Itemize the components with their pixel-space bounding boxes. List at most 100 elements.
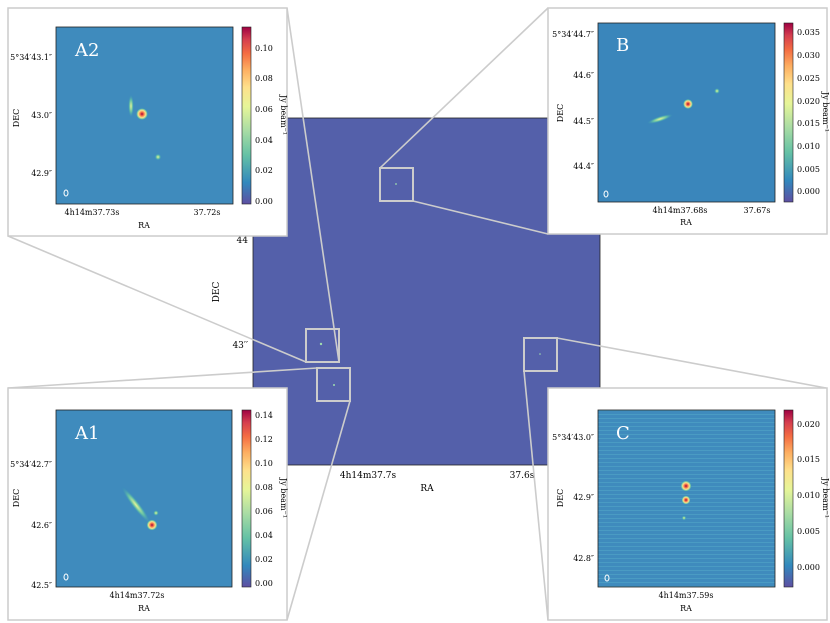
panel-a2-cbtick-4: 0.04: [255, 136, 273, 145]
panel-a2-ytick-1: 5°34′43.1″: [10, 53, 52, 62]
panel-c-xtick-1: 4h14m37.59s: [658, 591, 713, 600]
panel-a2-peak: [136, 108, 148, 120]
panel-b-xtick-2: 37.67s: [743, 206, 770, 215]
panel-b-peak: [683, 99, 693, 109]
panel-a1-colorbar-label: Jy beam⁻¹: [279, 477, 288, 518]
panel-b-cbtick-6: 0.010: [797, 142, 820, 151]
panel-c-ytick-2: 42.9″: [573, 493, 594, 502]
panel-a2-beam: [63, 189, 69, 197]
main-xtick-1: 4h14m37.7s: [340, 471, 397, 481]
panel-a1-cbtick-3: 0.10: [255, 459, 273, 468]
panel-a1-beam: [63, 573, 69, 581]
panel-c-colorbar-label: Jy beam⁻¹: [821, 477, 830, 518]
panel-c-cbtick-1: 0.020: [797, 420, 820, 429]
zoom-box-c: [523, 337, 558, 372]
source-a1-speck: [333, 384, 335, 386]
panel-b-knot: [714, 88, 720, 94]
main-ytick-43: 43′′: [232, 341, 248, 351]
main-ylabel: DEC: [212, 282, 222, 303]
panel-c: C 0.020 0.015 0.010 0.005 0.000 Jy beam⁻…: [547, 387, 830, 621]
panel-a2-ylabel: DEC: [12, 109, 21, 127]
main-xlabel: RA: [420, 484, 434, 494]
panel-a1-jet: [120, 485, 152, 525]
panel-a2-xtick-2: 37.72s: [193, 208, 220, 217]
panel-a1-xlabel: RA: [138, 604, 150, 613]
panel-b-beam: [603, 190, 609, 198]
panel-b-cbtick-8: 0.000: [797, 187, 820, 196]
panel-a2: A2 0.10 0.08 0.06 0.04 0.02 0.00 Jy beam…: [7, 7, 288, 237]
main-map-image: [252, 117, 601, 466]
panel-a2-ytick-2: 43.0″: [31, 111, 52, 120]
panel-a2-colorbar-label: Jy beam⁻¹: [279, 94, 288, 135]
panel-c-peak-1: [680, 480, 692, 492]
panel-b-ytick-4: 44.4″: [573, 162, 594, 171]
panel-a1-ytick-2: 42.6″: [31, 521, 52, 530]
panel-a1-cbtick-8: 0.00: [255, 579, 273, 588]
zoom-lines: [7, 7, 827, 621]
main-ytick-44: 44: [237, 236, 249, 246]
source-c-speck: [539, 353, 541, 355]
panel-c-cbtick-3: 0.010: [797, 491, 820, 500]
panel-c-knot: [681, 515, 687, 521]
panel-c-cbtick-4: 0.005: [797, 527, 820, 536]
panel-b-colorbar-label: Jy beam⁻¹: [821, 91, 830, 132]
panel-a1-colorbar: [241, 409, 252, 588]
panel-b-cbtick-5: 0.015: [797, 119, 820, 128]
panel-b: B 0.035 0.030 0.025 0.020 0.015 0.010 0.…: [547, 7, 830, 235]
panel-b-jet: [646, 113, 674, 125]
panel-a1-cbtick-2: 0.12: [255, 435, 273, 444]
panel-a1-label: A1: [74, 423, 99, 444]
panel-c-beam: [604, 574, 610, 582]
panel-a1-cbtick-5: 0.06: [255, 507, 273, 516]
panel-a2-knot: [154, 153, 162, 161]
panel-b-ytick-3: 44.5″: [573, 117, 594, 126]
main-map: 44 43′′ 4h14m37.7s 37.6s RA DEC: [212, 117, 601, 494]
panel-a2-jet: [128, 94, 134, 118]
panel-a2-ytick-3: 42.9″: [31, 169, 52, 178]
panel-c-cbtick-5: 0.000: [797, 563, 820, 572]
panel-a2-xtick-1: 4h14m37.73s: [64, 208, 119, 217]
panel-c-cbtick-2: 0.015: [797, 455, 820, 464]
panel-c-colorbar: [783, 409, 794, 588]
panel-a1-image: [55, 409, 233, 588]
source-a2-speck: [319, 342, 323, 346]
panel-a1-ylabel: DEC: [12, 489, 21, 507]
panel-a2-label: A2: [74, 40, 99, 61]
panel-a2-xlabel: RA: [138, 221, 150, 230]
main-xtick-2: 37.6s: [510, 471, 535, 481]
panel-b-image: [597, 22, 776, 203]
panel-c-peak-2: [681, 495, 691, 505]
panel-a1-cbtick-7: 0.02: [255, 555, 273, 564]
source-b-speck: [395, 183, 397, 185]
panel-b-xtick-1: 4h14m37.68s: [652, 206, 707, 215]
panel-a2-cbtick-6: 0.00: [255, 197, 273, 206]
panel-c-ytick-3: 42.8″: [573, 554, 594, 563]
panel-b-ytick-1: 5°34′44.7″: [552, 30, 594, 39]
panel-c-ytick-1: 5°34′43.0″: [552, 433, 594, 442]
panel-a1-knot: [153, 510, 159, 516]
panel-b-ylabel: DEC: [556, 104, 565, 122]
zoom-box-b: [379, 167, 414, 202]
panel-a1-peak: [146, 519, 158, 531]
panel-b-colorbar: [783, 22, 794, 203]
panel-a2-cbtick-2: 0.08: [255, 74, 273, 83]
panel-a1-ytick-1: 5°34′42.7″: [10, 460, 52, 469]
panel-a1-xtick-1: 4h14m37.72s: [109, 591, 164, 600]
panel-a1-ytick-3: 42.5″: [31, 581, 52, 590]
panel-a2-cbtick-3: 0.06: [255, 105, 273, 114]
panel-b-cbtick-2: 0.030: [797, 51, 820, 60]
panel-a1-cbtick-4: 0.08: [255, 483, 273, 492]
panel-a1-cbtick-6: 0.04: [255, 531, 273, 540]
panel-b-cbtick-1: 0.035: [797, 28, 820, 37]
panel-a1-cbtick-1: 0.14: [255, 411, 273, 420]
panel-b-cbtick-3: 0.025: [797, 74, 820, 83]
panel-b-cbtick-7: 0.005: [797, 165, 820, 174]
panel-a1: A1 0.14 0.12 0.10 0.08 0.06 0.04 0.02 0.…: [7, 387, 288, 621]
panel-b-cbtick-4: 0.020: [797, 97, 820, 106]
panel-b-xlabel: RA: [680, 218, 692, 227]
panel-c-xlabel: RA: [680, 604, 692, 613]
panel-b-label: B: [616, 35, 629, 56]
panel-c-label: C: [616, 423, 630, 444]
panel-a2-colorbar: [241, 26, 252, 205]
zoom-box-a2: [305, 328, 340, 363]
